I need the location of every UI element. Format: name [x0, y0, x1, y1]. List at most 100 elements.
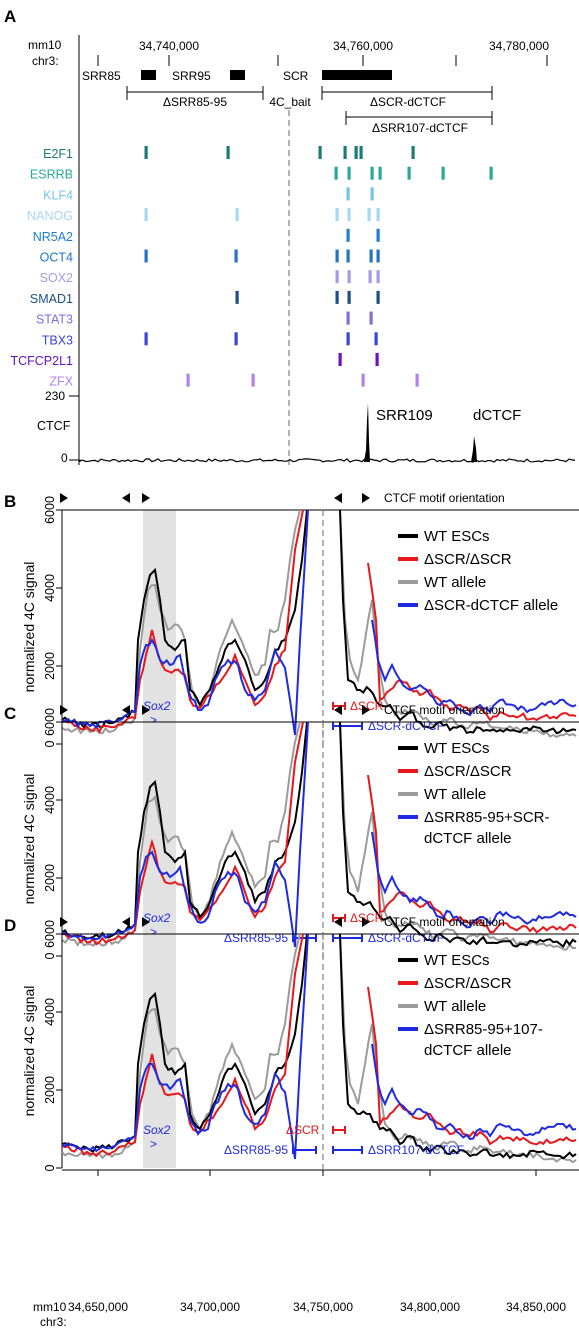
- ctcf-ymax: 230: [45, 389, 65, 403]
- ctcf-peak-srr109-label: SRR109: [376, 407, 433, 424]
- tf-binding-site: [347, 208, 351, 222]
- tf-label-tbx3: TBX3: [42, 333, 73, 347]
- tf-binding-site: [335, 270, 339, 284]
- tf-binding-site: [367, 208, 371, 222]
- tf-binding-site: [441, 166, 445, 180]
- tf-binding-site: [346, 187, 350, 201]
- tf-binding-tracks: E2F1 ESRRB KLF4 NANOG NR5A2 OCT4 SOX2 SMAD1 STAT…: [10, 146, 493, 389]
- gene-label-sox2: Sox2: [143, 699, 171, 713]
- tf-binding-site: [186, 373, 190, 387]
- legend-entry: ΔSCR/ΔSCR: [424, 551, 512, 568]
- tf-binding-site: [361, 373, 365, 387]
- legend: WT ESCs ΔSCR/ΔSCR WT allele ΔSRR85-95+107- d…: [398, 952, 543, 1059]
- motif-orientation-label: CTCF motif orientation: [384, 703, 505, 717]
- element-scr-box: [322, 70, 392, 80]
- tf-binding-site: [144, 146, 148, 159]
- gene-direction-arrow: >: [150, 1137, 157, 1151]
- tf-binding-site: [370, 187, 374, 201]
- mutant-allele-trace-right: [371, 1043, 577, 1141]
- deletion-srr85-95-label: ΔSRR85-95: [224, 1143, 288, 1157]
- tf-label-smad1: SMAD1: [30, 292, 73, 306]
- tf-binding-site: [411, 146, 415, 159]
- ctcf-motif-triangle: [122, 705, 130, 715]
- ctcf-motif-triangle: [334, 493, 342, 503]
- coord-label: 34,760,000: [333, 39, 393, 53]
- tf-binding-site: [376, 208, 380, 222]
- y-tick-label: 2000: [43, 1076, 57, 1104]
- tf-binding-site: [335, 290, 339, 304]
- ctcf-motif-triangle: [60, 493, 68, 503]
- panels-4c: B CTCF motif orientation 0 2000 4000 6000 norm…: [4, 491, 579, 1176]
- wt-escs-trace-right: [339, 722, 577, 949]
- tf-binding-site: [369, 249, 373, 263]
- wt-escs-trace-left: [62, 510, 308, 730]
- y-axis-label: normalized 4C signal: [21, 562, 37, 693]
- tf-binding-site: [144, 332, 148, 346]
- tf-label-stat3: STAT3: [36, 313, 73, 327]
- tf-binding-site: [318, 146, 322, 159]
- tf-binding-site: [489, 166, 493, 180]
- tf-binding-site: [334, 166, 338, 180]
- tf-binding-site: [369, 311, 373, 325]
- genome-label-bottom: mm10: [33, 1300, 67, 1314]
- legend-entry: dCTCF allele: [424, 830, 512, 847]
- element-srr95-box: [230, 70, 245, 80]
- motif-orientation-label: CTCF motif orientation: [384, 491, 505, 505]
- ctcf-motif-triangle: [362, 493, 370, 503]
- ctcf-motif-triangle: [334, 917, 342, 927]
- tf-binding-site: [235, 208, 239, 222]
- tf-binding-site: [376, 290, 380, 304]
- legend-entry: WT allele: [424, 998, 486, 1015]
- panel-a: A mm10 chr3: 34,740,000 34,760,000 34,78…: [4, 7, 576, 465]
- tf-binding-site: [335, 208, 339, 222]
- bottom-axis: mm10 chr3: 34,650,000 34,700,000 34,750,…: [33, 1300, 566, 1329]
- y-tick-label: 0: [43, 1164, 57, 1171]
- tf-label-esrrb: ESRRB: [30, 168, 73, 182]
- dscr-trace-left: [62, 722, 304, 946]
- coord-label: 34,780,000: [489, 39, 549, 53]
- tf-binding-site: [368, 270, 372, 284]
- deletion-scr-label: ΔSCR: [286, 1123, 320, 1137]
- tf-label-klf4: KLF4: [43, 188, 73, 202]
- tf-label-zfx: ZFX: [49, 375, 73, 389]
- ctcf-ymin: 0: [61, 451, 68, 465]
- ctcf-motif-triangle: [142, 493, 150, 503]
- tf-binding-site: [144, 208, 148, 222]
- mutant-allele-trace-right: [371, 831, 577, 929]
- tf-binding-site: [234, 249, 238, 263]
- bottom-tick-label: 34,750,000: [293, 1300, 353, 1314]
- ctcf-motif-triangle: [122, 493, 130, 503]
- tf-binding-site: [347, 290, 351, 304]
- gene-direction-arrow: >: [150, 713, 157, 727]
- tf-binding-site: [226, 146, 230, 159]
- genome-label-top: mm10: [28, 38, 62, 52]
- y-tick-label: 2000: [43, 652, 57, 680]
- wt-allele-trace-left: [62, 722, 301, 947]
- y-tick-label: 6000: [43, 496, 57, 524]
- legend-entry: WT allele: [424, 786, 486, 803]
- ctcf-peak-dctcf-label: dCTCF: [473, 407, 521, 424]
- tf-binding-site: [347, 270, 351, 284]
- tf-label-nanog: NANOG: [27, 209, 73, 223]
- tf-binding-site: [346, 228, 350, 242]
- tf-binding-site: [144, 249, 148, 263]
- chrom-label-bottom: chr3:: [40, 1315, 67, 1329]
- element-srr85: SRR85: [82, 69, 121, 83]
- tf-binding-site: [235, 290, 239, 304]
- wt-escs-trace-left: [62, 934, 308, 1153]
- ctcf-peak-srr109: [364, 403, 370, 462]
- y-tick-label: 4000: [43, 786, 57, 814]
- wt-escs-trace-right: [339, 510, 577, 735]
- deletion-dctcf-label: ΔSCR-dCTCF: [368, 719, 444, 733]
- deletion-srr107-label: ΔSRR107-dCTCF: [372, 121, 468, 135]
- ctcf-motif-triangle: [142, 705, 150, 715]
- deletion-scr-dctcf-label: ΔSCR-dCTCF: [370, 95, 446, 109]
- tf-binding-site: [234, 332, 238, 346]
- wt-escs-trace-right: [339, 934, 577, 1160]
- tf-binding-site: [251, 373, 255, 387]
- dscr-trace-left: [62, 934, 304, 1158]
- tf-binding-site: [338, 353, 342, 366]
- bottom-tick-label: 34,650,000: [68, 1300, 128, 1314]
- legend: WT ESCs ΔSCR/ΔSCR WT allele ΔSCR-dCTCF alle…: [398, 528, 558, 614]
- panel-letter: D: [4, 916, 16, 935]
